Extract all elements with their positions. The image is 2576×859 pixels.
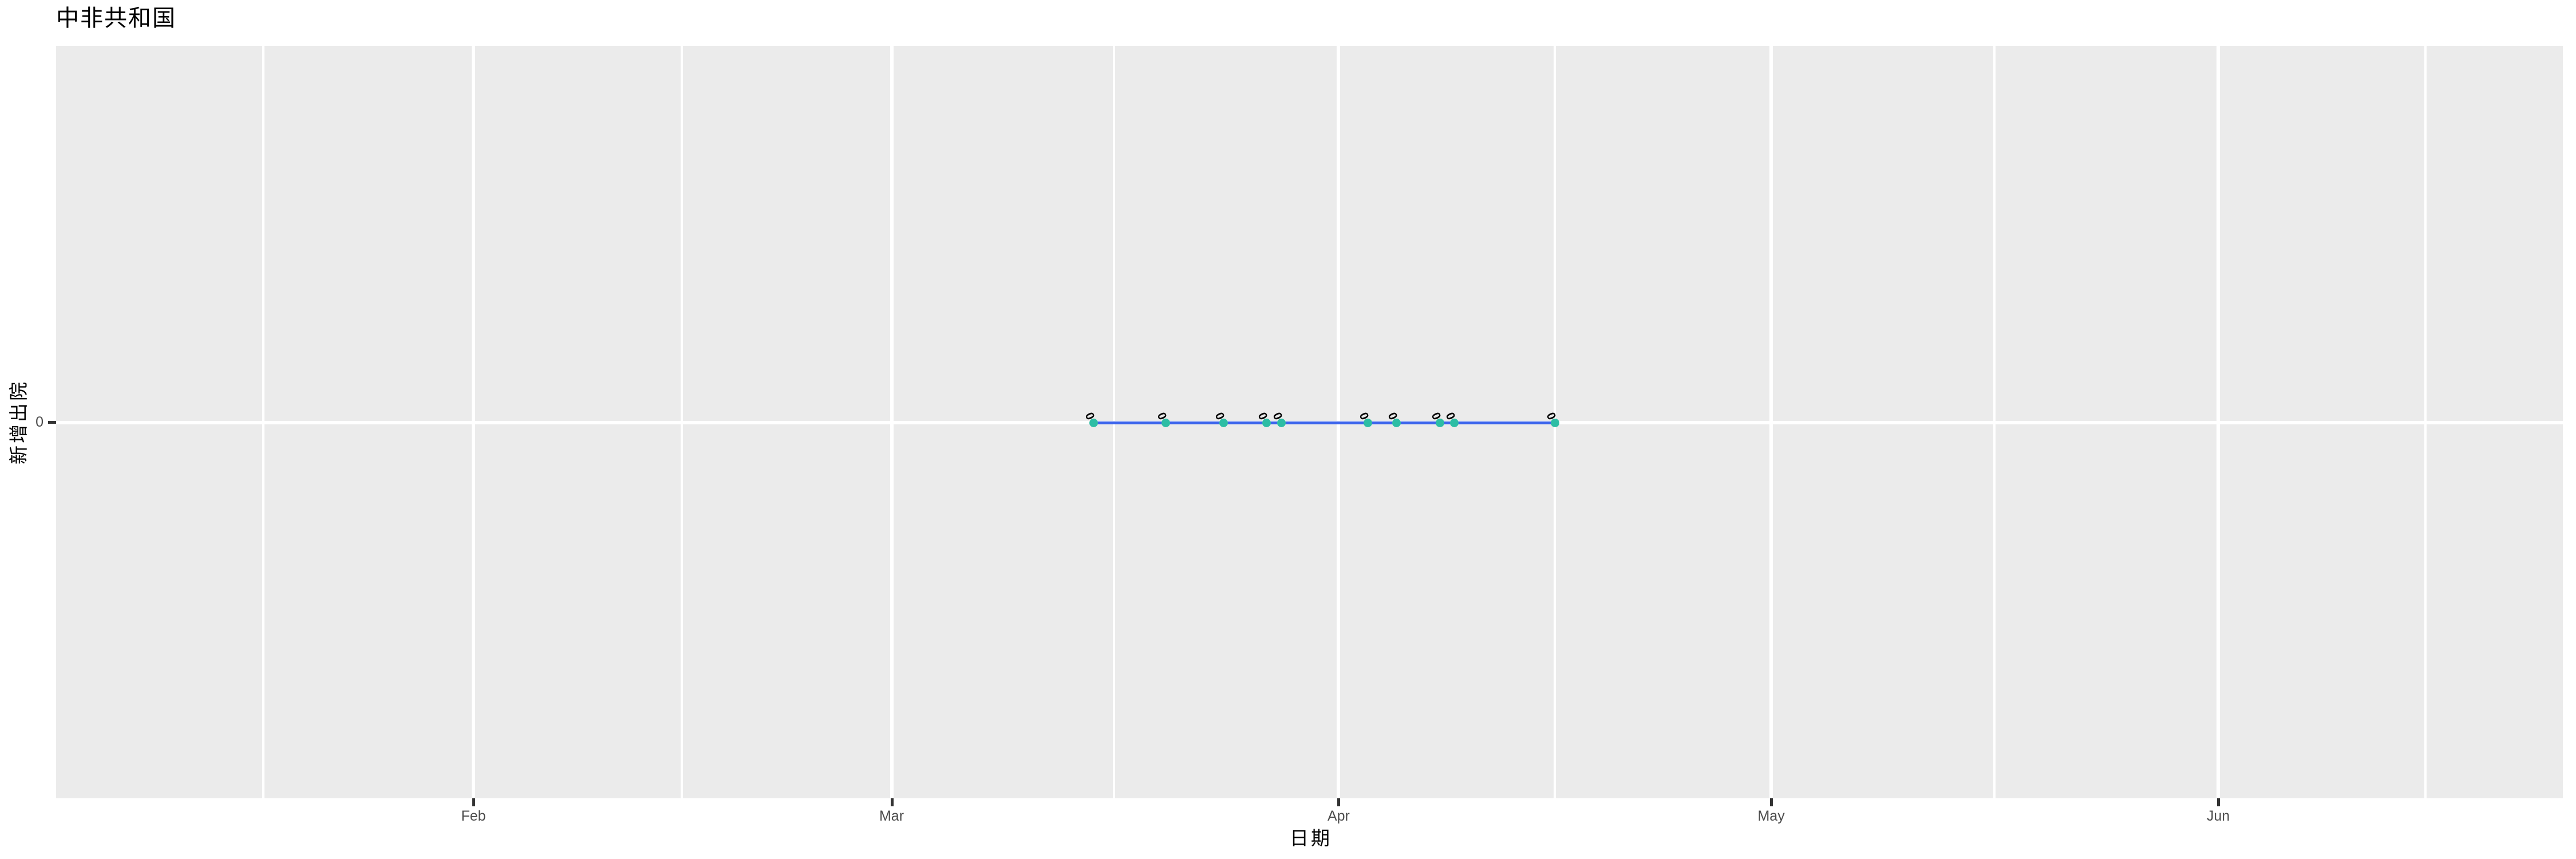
x-tick-label: Mar	[879, 808, 904, 824]
x-axis-tick	[1770, 798, 1773, 806]
chart-title: 中非共和国	[56, 6, 176, 31]
x-tick-label: Apr	[1327, 808, 1350, 824]
data-point	[1551, 419, 1560, 427]
data-point	[1392, 419, 1401, 427]
x-axis-tick	[890, 798, 894, 806]
data-point	[1449, 419, 1459, 427]
x-axis-tick	[1337, 798, 1341, 806]
data-point	[1161, 419, 1171, 427]
data-point	[1277, 419, 1286, 427]
data-line	[1093, 421, 1555, 424]
x-axis-tick	[2217, 798, 2220, 806]
y-tick-label: 0	[35, 414, 44, 430]
data-point	[1219, 419, 1228, 427]
data-point	[1262, 419, 1271, 427]
data-point	[1089, 419, 1099, 427]
data-point	[1435, 419, 1444, 427]
x-axis-tick	[472, 798, 475, 806]
y-axis-tick	[48, 421, 56, 424]
x-tick-label: May	[1757, 808, 1785, 824]
x-tick-label: Jun	[2206, 808, 2230, 824]
x-tick-label: Feb	[461, 808, 486, 824]
data-point	[1363, 419, 1372, 427]
x-axis-title: 日期	[1290, 828, 1332, 849]
